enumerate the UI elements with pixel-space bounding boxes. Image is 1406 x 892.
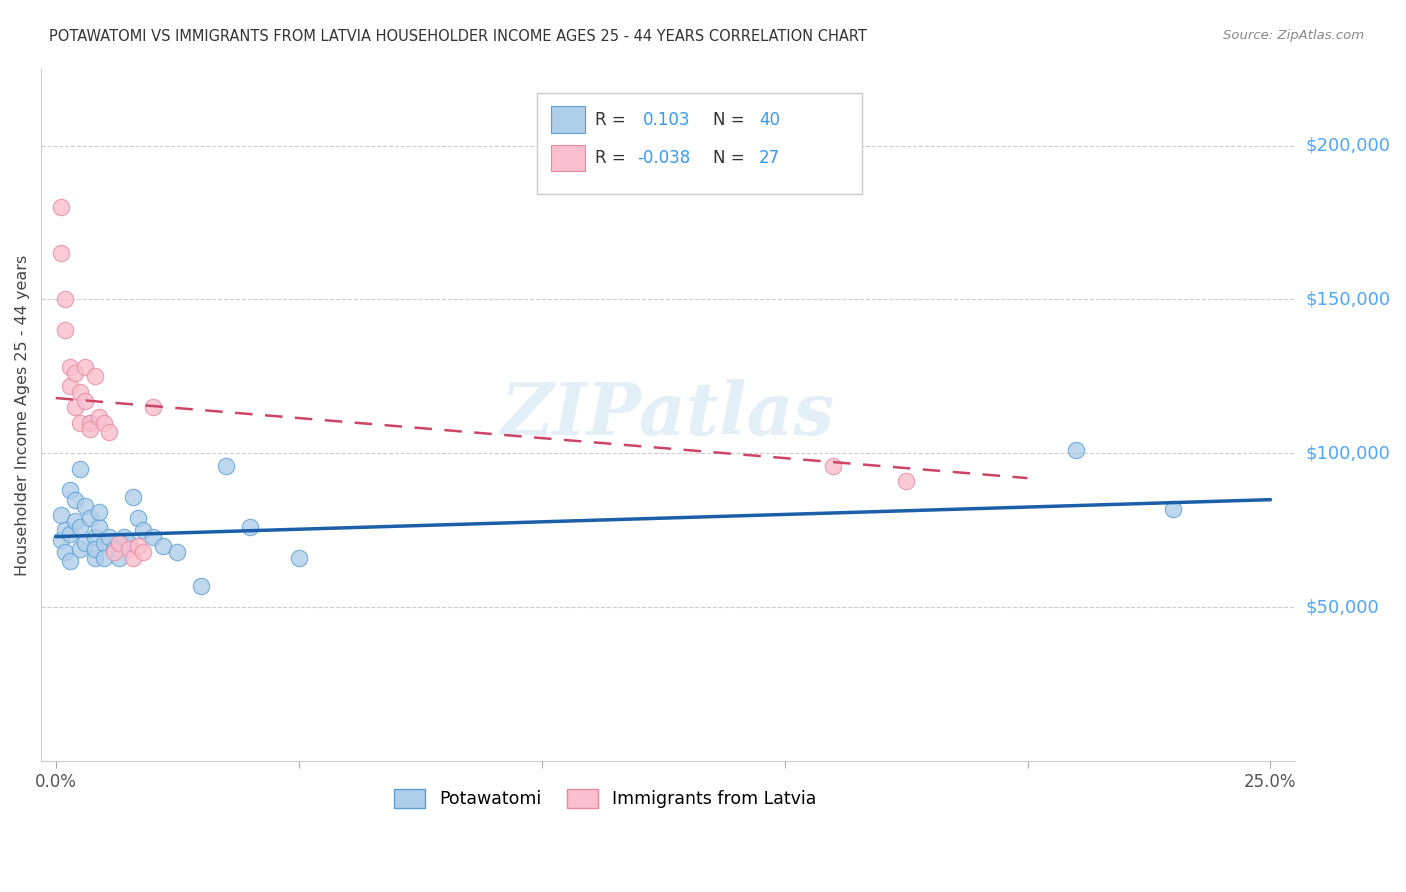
- Point: [63, 492, 86, 507]
- Point: [98, 530, 121, 544]
- Text: R =: R =: [595, 111, 631, 128]
- Point: [59, 554, 82, 568]
- Point: [49, 200, 72, 214]
- Point: [83, 541, 105, 556]
- Text: POTAWATOMI VS IMMIGRANTS FROM LATVIA HOUSEHOLDER INCOME AGES 25 - 44 YEARS CORRE: POTAWATOMI VS IMMIGRANTS FROM LATVIA HOU…: [49, 29, 868, 44]
- Point: [49, 508, 72, 522]
- Point: [894, 474, 917, 488]
- Point: [59, 526, 82, 541]
- Point: [63, 367, 86, 381]
- Point: [63, 514, 86, 528]
- Point: [73, 499, 96, 513]
- Text: $200,000: $200,000: [1306, 136, 1391, 154]
- Point: [103, 545, 125, 559]
- Text: -0.038: -0.038: [637, 149, 690, 167]
- Text: 0.103: 0.103: [643, 111, 690, 128]
- Point: [117, 541, 139, 556]
- Point: [108, 535, 131, 549]
- Point: [69, 416, 91, 430]
- Point: [152, 539, 174, 553]
- Point: [142, 401, 165, 415]
- Text: N =: N =: [713, 149, 749, 167]
- Point: [69, 384, 91, 399]
- Point: [239, 520, 262, 534]
- Point: [55, 293, 77, 307]
- Point: [79, 416, 101, 430]
- Point: [69, 541, 91, 556]
- Point: [93, 416, 115, 430]
- Point: [142, 530, 165, 544]
- Point: [132, 524, 155, 538]
- Text: ZIPatlas: ZIPatlas: [501, 379, 835, 450]
- Point: [79, 416, 101, 430]
- Point: [73, 394, 96, 409]
- Point: [127, 511, 149, 525]
- Text: $150,000: $150,000: [1306, 291, 1391, 309]
- Point: [63, 401, 86, 415]
- Text: Source: ZipAtlas.com: Source: ZipAtlas.com: [1223, 29, 1364, 42]
- Point: [59, 378, 82, 392]
- Text: $50,000: $50,000: [1306, 599, 1379, 616]
- Y-axis label: Householder Income Ages 25 - 44 years: Householder Income Ages 25 - 44 years: [15, 254, 30, 575]
- Point: [73, 360, 96, 375]
- Point: [89, 409, 111, 424]
- Point: [55, 323, 77, 337]
- Point: [93, 551, 115, 566]
- Text: $100,000: $100,000: [1306, 444, 1391, 462]
- Point: [166, 545, 188, 559]
- Point: [83, 530, 105, 544]
- Point: [1161, 502, 1184, 516]
- Point: [55, 524, 77, 538]
- Point: [59, 483, 82, 498]
- Point: [89, 505, 111, 519]
- Text: 27: 27: [759, 149, 780, 167]
- Point: [79, 511, 101, 525]
- Point: [55, 545, 77, 559]
- Point: [103, 541, 125, 556]
- Point: [1064, 443, 1087, 458]
- Text: 40: 40: [759, 111, 780, 128]
- Point: [823, 458, 845, 473]
- Point: [122, 551, 145, 566]
- Point: [215, 458, 238, 473]
- Point: [112, 530, 135, 544]
- Point: [49, 533, 72, 547]
- Point: [69, 462, 91, 476]
- Point: [69, 520, 91, 534]
- Point: [73, 535, 96, 549]
- Point: [93, 535, 115, 549]
- Text: R =: R =: [595, 149, 631, 167]
- Point: [89, 520, 111, 534]
- Point: [83, 369, 105, 384]
- Point: [127, 539, 149, 553]
- Point: [49, 246, 72, 260]
- Point: [287, 551, 309, 566]
- Legend: Potawatomi, Immigrants from Latvia: Potawatomi, Immigrants from Latvia: [387, 782, 824, 815]
- Point: [190, 579, 212, 593]
- Text: N =: N =: [713, 111, 749, 128]
- Point: [79, 422, 101, 436]
- Point: [83, 551, 105, 566]
- Point: [59, 360, 82, 375]
- Point: [122, 490, 145, 504]
- Point: [132, 545, 155, 559]
- Point: [108, 551, 131, 566]
- Point: [117, 535, 139, 549]
- Point: [98, 425, 121, 439]
